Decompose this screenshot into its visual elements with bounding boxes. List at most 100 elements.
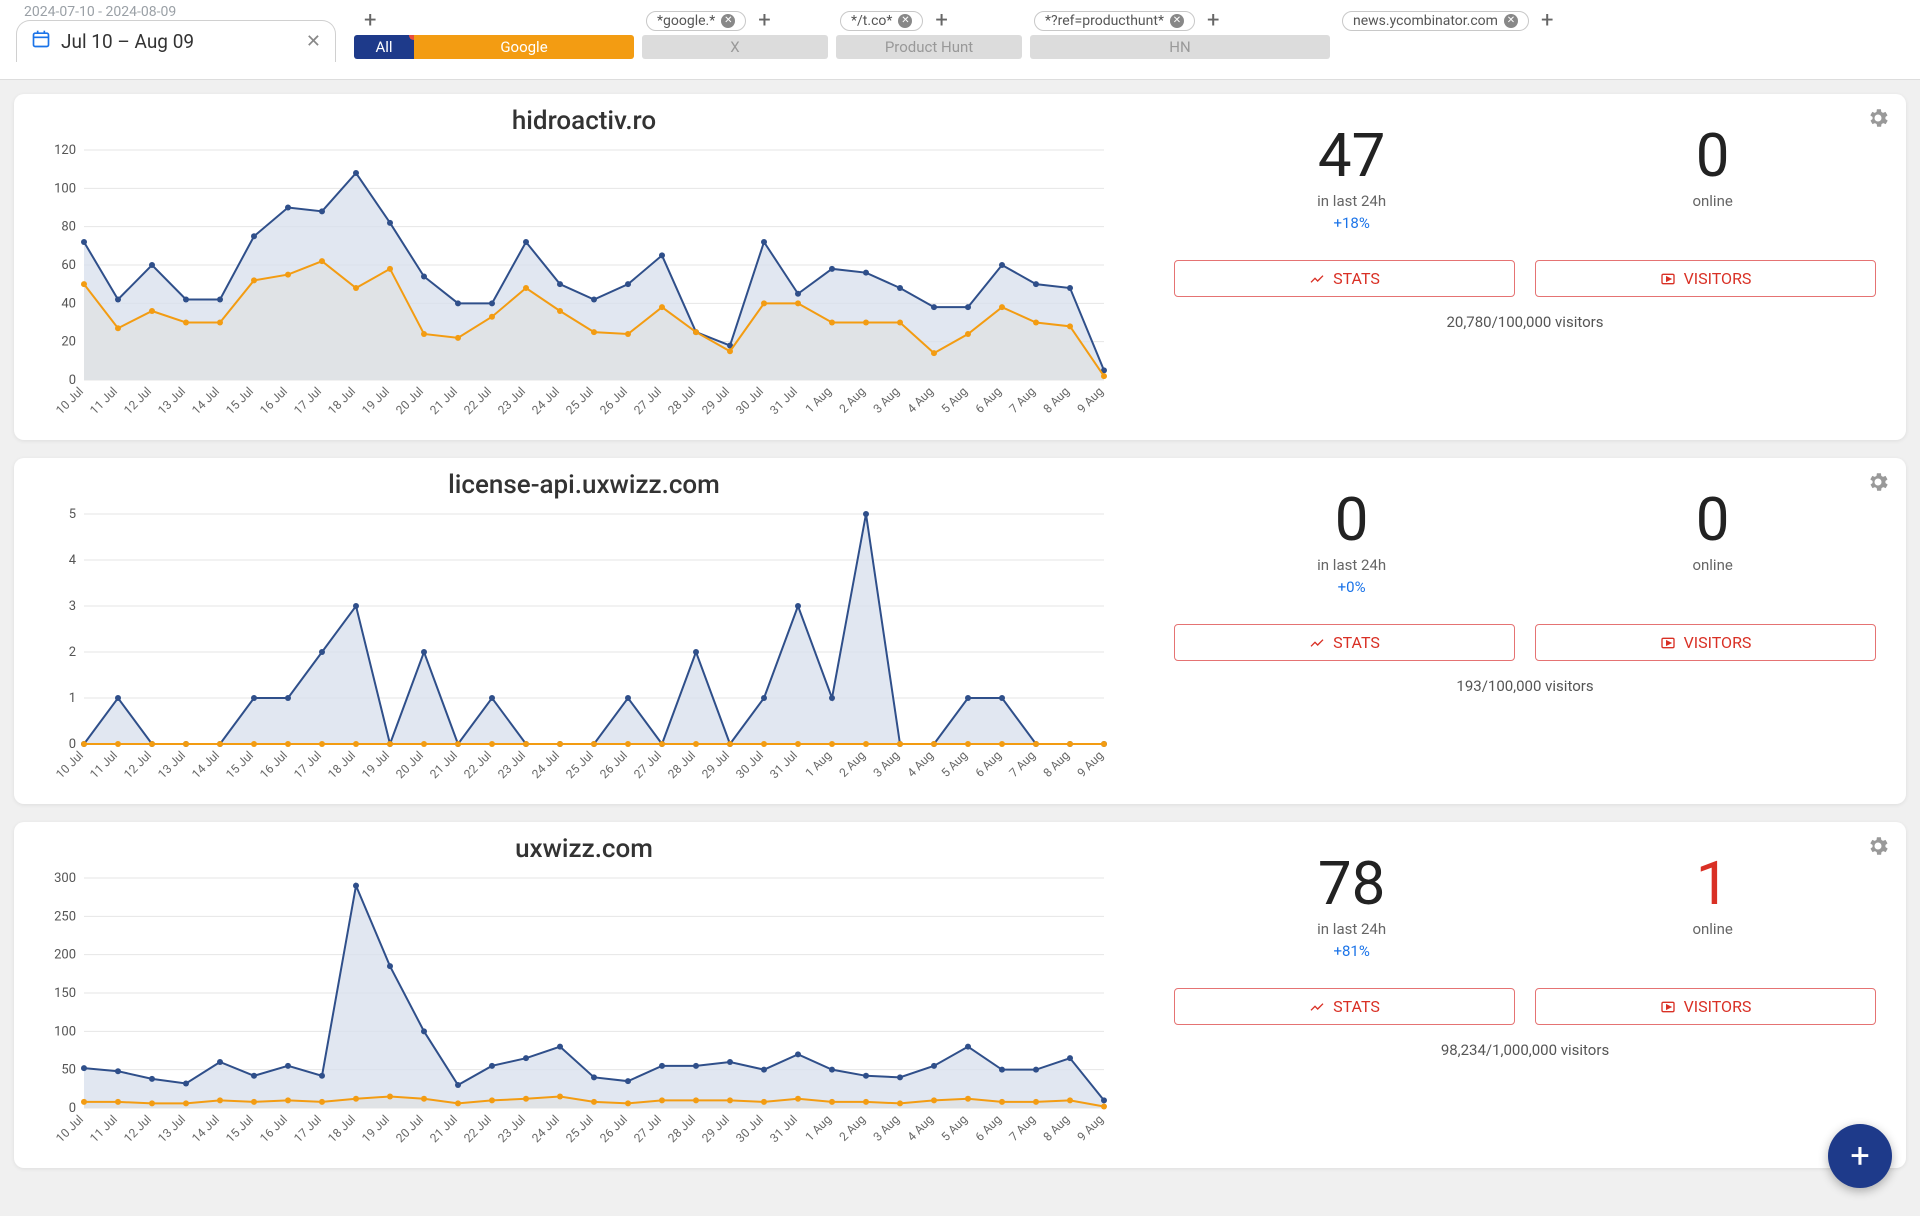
- svg-text:7 Aug: 7 Aug: [1006, 384, 1038, 416]
- add-filter-icon[interactable]: +: [1535, 8, 1559, 33]
- svg-text:3 Aug: 3 Aug: [870, 384, 902, 416]
- svg-text:19 Jul: 19 Jul: [359, 384, 392, 417]
- svg-text:12 Jul: 12 Jul: [121, 748, 154, 781]
- visitors-total: 193/100,000 visitors: [1456, 677, 1593, 695]
- svg-text:19 Jul: 19 Jul: [359, 1112, 392, 1145]
- svg-text:24 Jul: 24 Jul: [529, 748, 562, 781]
- svg-text:8 Aug: 8 Aug: [1040, 1112, 1072, 1144]
- stat-online-value: 0: [1692, 490, 1732, 550]
- add-filter-icon[interactable]: +: [929, 8, 953, 33]
- svg-text:21 Jul: 21 Jul: [427, 748, 460, 781]
- close-icon[interactable]: ✕: [306, 31, 321, 52]
- stat-last24-label: in last 24h: [1317, 556, 1386, 574]
- stat-online: 1 online: [1692, 854, 1732, 960]
- svg-text:14 Jul: 14 Jul: [189, 384, 222, 417]
- filter-chip-google[interactable]: *google.*✕: [646, 11, 746, 31]
- svg-text:15 Jul: 15 Jul: [223, 384, 256, 417]
- remove-chip-icon[interactable]: ✕: [1504, 14, 1518, 28]
- tab-hn[interactable]: HN: [1030, 35, 1330, 59]
- svg-text:22 Jul: 22 Jul: [461, 1112, 494, 1145]
- gear-icon[interactable]: [1866, 470, 1890, 501]
- tab-google-filter: *google.*✕ + X: [642, 6, 828, 59]
- svg-text:4 Aug: 4 Aug: [904, 384, 936, 416]
- add-filter-icon[interactable]: +: [752, 8, 776, 33]
- visitors-button[interactable]: VISITORS: [1535, 624, 1876, 661]
- filter-chip-producthunt[interactable]: *?ref=producthunt*✕: [1034, 11, 1195, 31]
- filter-chip-hn[interactable]: news.ycombinator.com✕: [1342, 11, 1529, 31]
- visitors-button[interactable]: VISITORS: [1535, 260, 1876, 297]
- visitors-button-label: VISITORS: [1684, 633, 1752, 652]
- svg-text:19 Jul: 19 Jul: [359, 748, 392, 781]
- stats-button[interactable]: STATS: [1174, 260, 1515, 297]
- svg-text:8 Aug: 8 Aug: [1040, 384, 1072, 416]
- svg-text:2 Aug: 2 Aug: [836, 384, 868, 416]
- add-filter-icon[interactable]: +: [1201, 8, 1225, 33]
- stat-last24: 47 in last 24h +18%: [1317, 126, 1386, 232]
- svg-text:24 Jul: 24 Jul: [529, 384, 562, 417]
- svg-text:40: 40: [61, 296, 76, 311]
- svg-text:14 Jul: 14 Jul: [189, 1112, 222, 1145]
- svg-text:11 Jul: 11 Jul: [87, 748, 120, 781]
- svg-text:5 Aug: 5 Aug: [938, 748, 970, 780]
- tab-producthunt[interactable]: Product Hunt: [836, 35, 1022, 59]
- gear-icon[interactable]: [1866, 834, 1890, 865]
- stat-last24-value: 78: [1317, 854, 1386, 914]
- svg-text:29 Jul: 29 Jul: [699, 1112, 732, 1145]
- tab-google[interactable]: Google: [414, 35, 634, 59]
- stat-pct: +81%: [1317, 942, 1386, 960]
- visitors-button[interactable]: VISITORS: [1535, 988, 1876, 1025]
- stat-online-label: online: [1692, 192, 1732, 210]
- svg-text:20: 20: [61, 335, 76, 350]
- stats-button[interactable]: STATS: [1174, 988, 1515, 1025]
- svg-text:12 Jul: 12 Jul: [121, 1112, 154, 1145]
- svg-text:6 Aug: 6 Aug: [972, 1112, 1004, 1144]
- filter-chip-x[interactable]: */t.co*✕: [840, 11, 923, 31]
- svg-text:8 Aug: 8 Aug: [1040, 748, 1072, 780]
- svg-text:150: 150: [54, 986, 76, 1001]
- svg-text:30 Jul: 30 Jul: [733, 748, 766, 781]
- svg-text:22 Jul: 22 Jul: [461, 384, 494, 417]
- stat-last24-label: in last 24h: [1317, 920, 1386, 938]
- svg-text:5 Aug: 5 Aug: [938, 384, 970, 416]
- date-range-block: 2024-07-10 - 2024-08-09 Jul 10 – Aug 09 …: [16, 4, 336, 62]
- svg-text:18 Jul: 18 Jul: [325, 748, 358, 781]
- svg-text:18 Jul: 18 Jul: [325, 384, 358, 417]
- svg-text:6 Aug: 6 Aug: [972, 748, 1004, 780]
- toolbar: 2024-07-10 - 2024-08-09 Jul 10 – Aug 09 …: [0, 0, 1920, 80]
- svg-text:28 Jul: 28 Jul: [665, 1112, 698, 1145]
- add-tab-icon[interactable]: +: [358, 8, 382, 33]
- svg-text:17 Jul: 17 Jul: [291, 384, 324, 417]
- svg-text:23 Jul: 23 Jul: [495, 384, 528, 417]
- svg-text:7 Aug: 7 Aug: [1006, 748, 1038, 780]
- svg-text:6 Aug: 6 Aug: [972, 384, 1004, 416]
- stat-online-value: 0: [1692, 126, 1732, 186]
- tab-all[interactable]: All: [354, 35, 414, 59]
- svg-text:300: 300: [54, 871, 76, 886]
- svg-text:3 Aug: 3 Aug: [870, 1112, 902, 1144]
- svg-text:60: 60: [61, 258, 76, 273]
- visitors-total: 20,780/100,000 visitors: [1447, 313, 1604, 331]
- stat-online-label: online: [1692, 556, 1732, 574]
- stat-last24-value: 0: [1317, 490, 1386, 550]
- svg-text:2 Aug: 2 Aug: [836, 748, 868, 780]
- remove-chip-icon[interactable]: ✕: [721, 14, 735, 28]
- remove-chip-icon[interactable]: ✕: [898, 14, 912, 28]
- svg-text:15 Jul: 15 Jul: [223, 1112, 256, 1145]
- svg-text:5: 5: [69, 507, 76, 522]
- svg-text:4 Aug: 4 Aug: [904, 1112, 936, 1144]
- stats-button[interactable]: STATS: [1174, 624, 1515, 661]
- svg-text:120: 120: [54, 143, 76, 158]
- stat-pct: +18%: [1317, 214, 1386, 232]
- svg-text:100: 100: [54, 1024, 76, 1039]
- svg-text:11 Jul: 11 Jul: [87, 1112, 120, 1145]
- add-site-fab[interactable]: +: [1828, 1124, 1892, 1188]
- remove-chip-icon[interactable]: ✕: [1170, 14, 1184, 28]
- tab-x[interactable]: X: [642, 35, 828, 59]
- svg-text:24 Jul: 24 Jul: [529, 1112, 562, 1145]
- svg-text:26 Jul: 26 Jul: [597, 748, 630, 781]
- line-chart: 05010015020025030010 Jul11 Jul12 Jul13 J…: [34, 868, 1114, 1158]
- date-range-picker[interactable]: Jul 10 – Aug 09 ✕: [16, 20, 336, 62]
- gear-icon[interactable]: [1866, 106, 1890, 137]
- date-range-full: 2024-07-10 - 2024-08-09: [16, 4, 336, 20]
- visitors-total: 98,234/1,000,000 visitors: [1441, 1041, 1609, 1059]
